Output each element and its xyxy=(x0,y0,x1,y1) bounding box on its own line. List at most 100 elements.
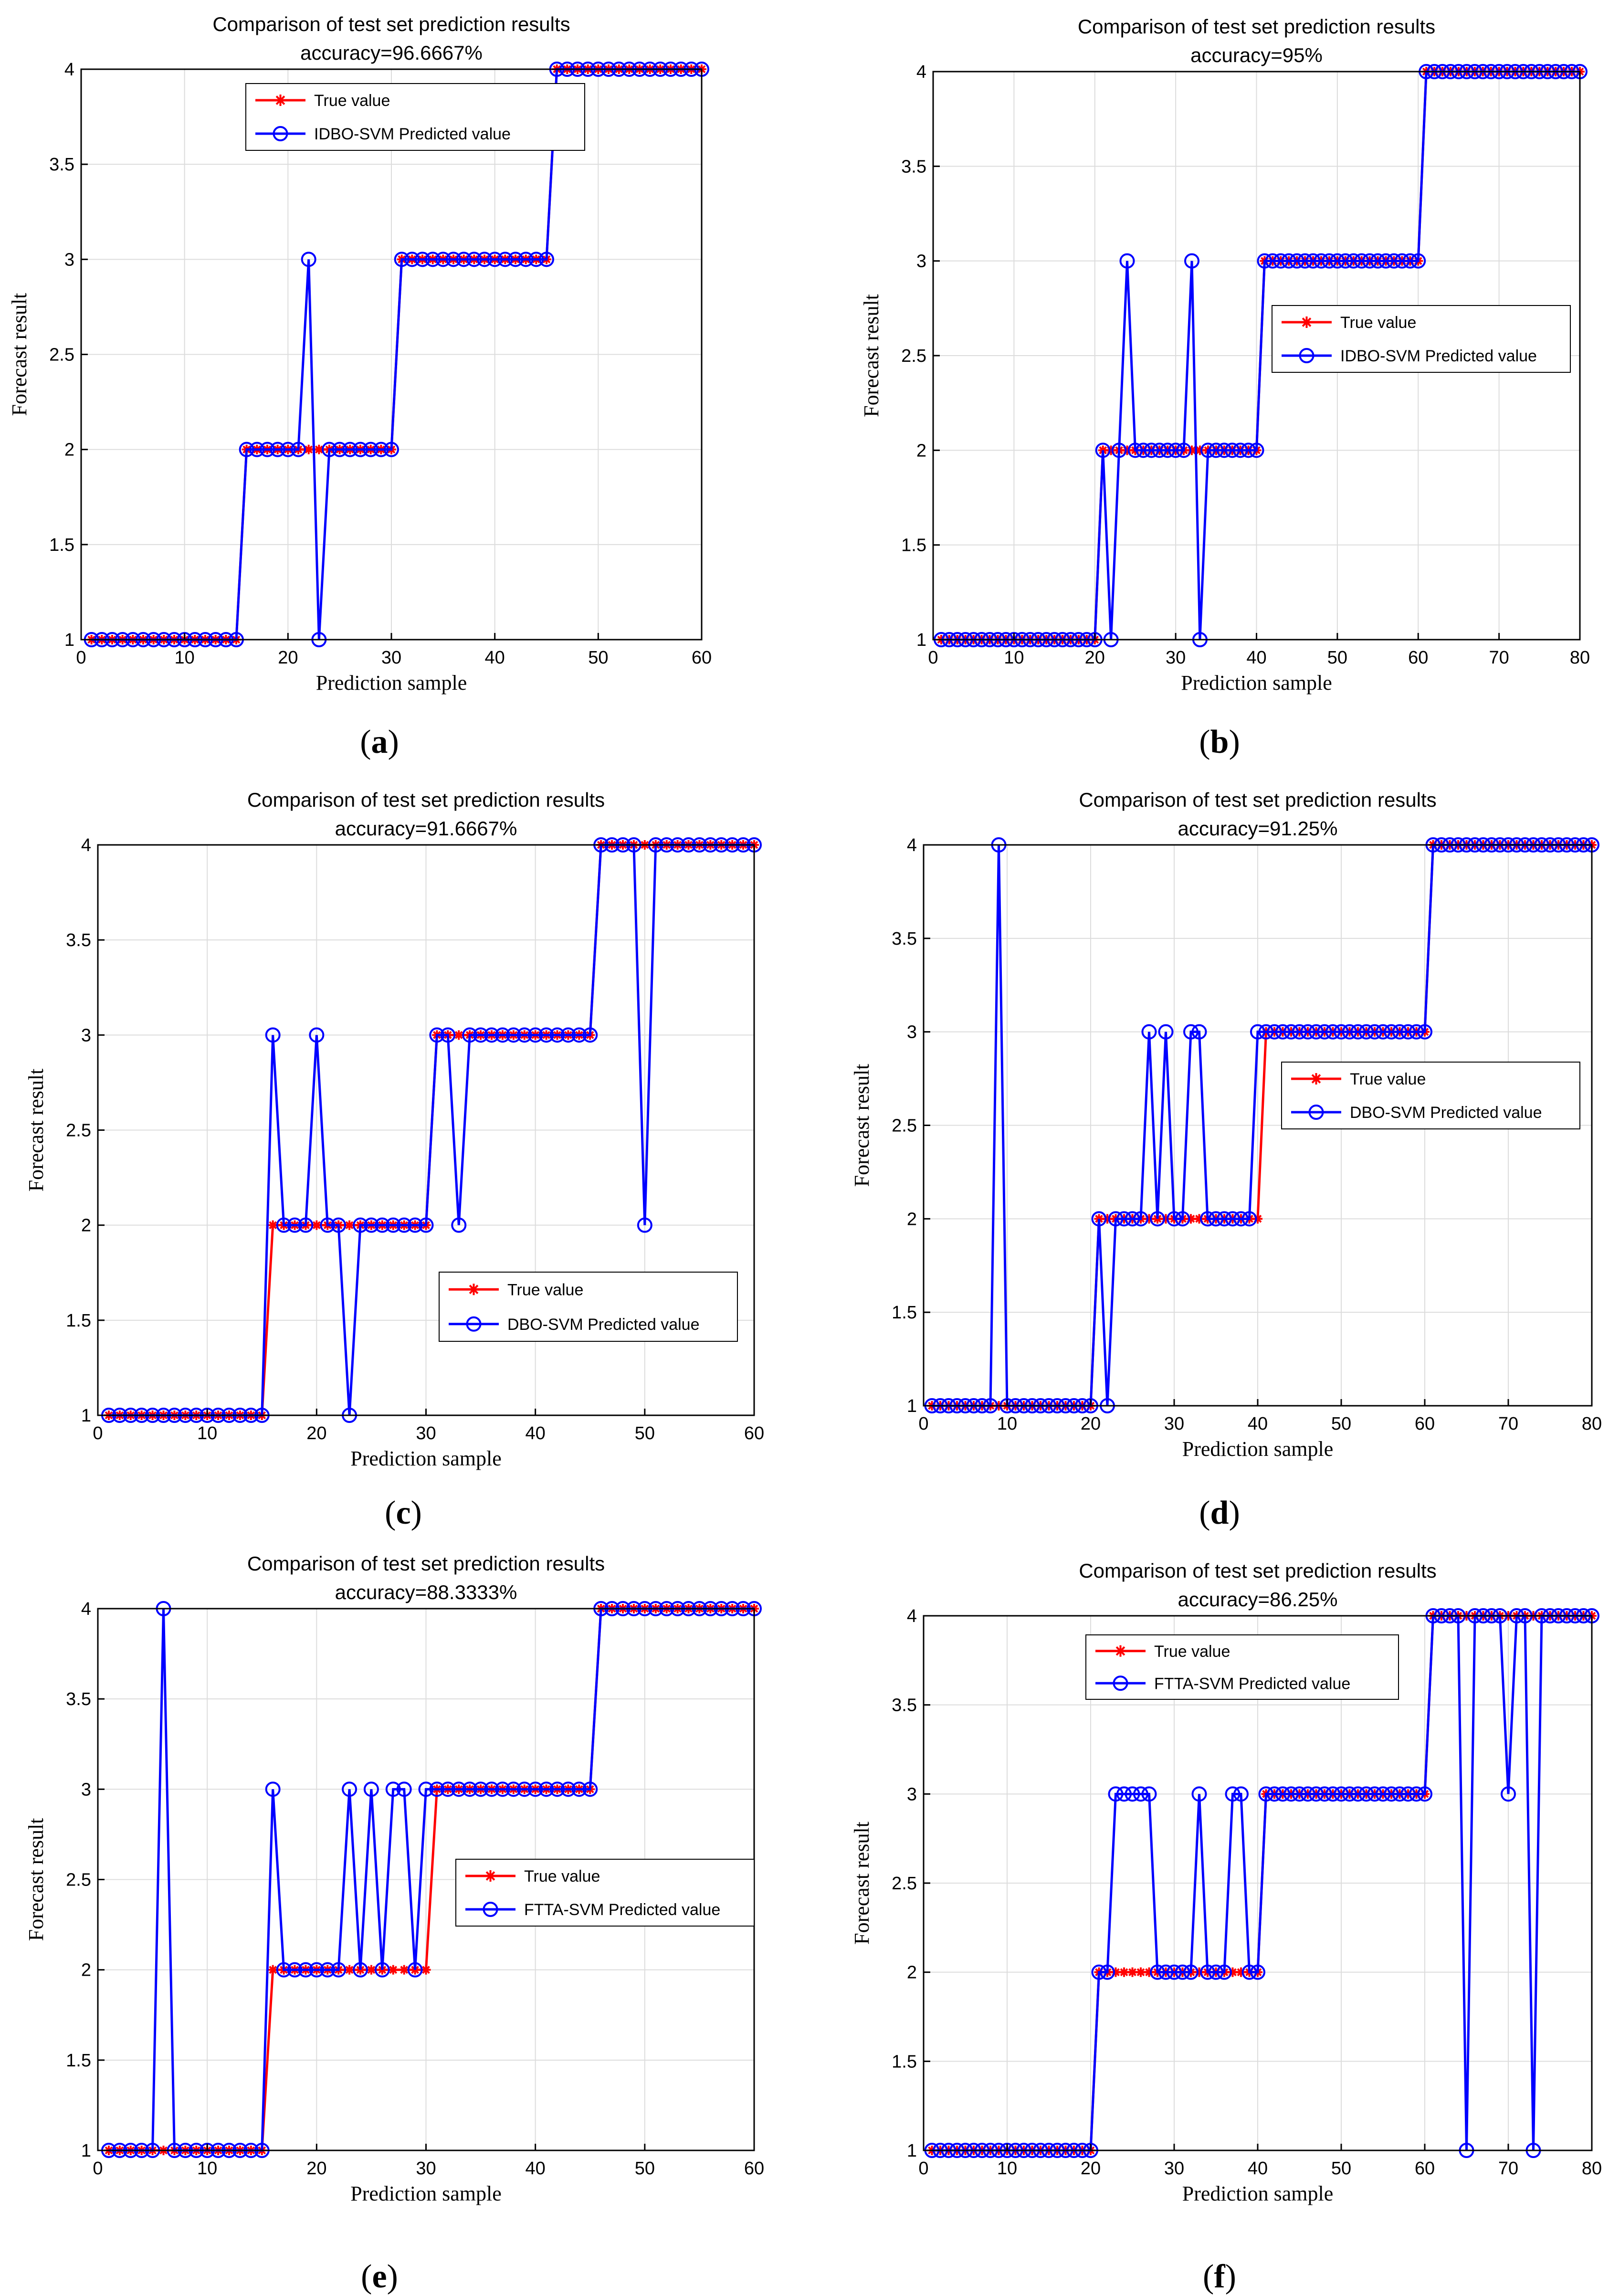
predicted-value-point xyxy=(394,252,410,267)
x-tick-label: 0 xyxy=(928,648,938,668)
legend: True value IDBO-SVM Predicted value xyxy=(245,83,585,151)
predicted-value-point xyxy=(1200,1211,1215,1227)
predicted-value-point xyxy=(287,1962,303,1978)
y-tick-label: 1 xyxy=(64,630,74,650)
x-axis-label: Prediction sample xyxy=(1182,1437,1334,1461)
true-value-point xyxy=(1136,1967,1146,1977)
y-tick-label: 2.5 xyxy=(49,345,74,365)
predicted-value-point xyxy=(1325,1024,1341,1040)
y-axis-label: Forecast result xyxy=(860,294,883,417)
y-tick-label: 1.5 xyxy=(892,2052,917,2072)
x-tick-label: 10 xyxy=(1004,648,1024,668)
predicted-value-point xyxy=(1334,1024,1349,1040)
legend-box xyxy=(1281,1062,1580,1129)
chart-title: Comparison of test set prediction result… xyxy=(1079,789,1436,811)
true-value-point xyxy=(1103,1214,1112,1224)
y-tick-label: 2 xyxy=(907,1963,917,1983)
legend-item-predicted: IDBO-SVM Predicted value xyxy=(1282,347,1537,365)
y-tick-label: 3 xyxy=(64,250,74,270)
legend-box xyxy=(455,1859,755,1927)
predicted-value-point xyxy=(1208,1964,1224,1980)
chart-subtitle: accuracy=96.6667% xyxy=(300,42,483,64)
predicted-value-point xyxy=(1317,1786,1332,1802)
predicted-value-point xyxy=(451,1217,467,1233)
y-tick-labels: 1 1.5 2 2.5 3 3.5 4 xyxy=(892,835,930,1416)
x-axis-label: Prediction sample xyxy=(1182,2182,1334,2205)
predicted-value-point xyxy=(571,1781,587,1797)
x-tick-labels: 0 10 20 30 40 50 60 xyxy=(93,1409,764,1443)
y-tick-label: 2 xyxy=(81,1216,91,1236)
predicted-value-point xyxy=(353,442,368,457)
chart-svg: Comparison of test set prediction result… xyxy=(860,15,1590,695)
predicted-value-point xyxy=(260,442,275,457)
predicted-value-point xyxy=(1342,1024,1357,1040)
x-tick-label: 30 xyxy=(1166,648,1186,668)
predicted-value-point xyxy=(477,252,492,267)
predicted-value-point xyxy=(1108,1211,1124,1227)
predicted-value-point xyxy=(1378,253,1394,269)
legend-label: DBO-SVM Predicted value xyxy=(1350,1104,1542,1122)
legend-box xyxy=(1272,305,1571,373)
y-tick-label: 1 xyxy=(81,1406,91,1426)
predicted-value-point xyxy=(1111,442,1127,458)
true-value-point xyxy=(421,1965,431,1975)
legend-label: FTTA-SVM Predicted value xyxy=(1154,1675,1350,1693)
x-axis-label: Prediction sample xyxy=(1181,671,1332,695)
caption-c: (c) xyxy=(385,1495,422,1531)
predicted-value-point xyxy=(1167,1964,1182,1980)
y-tick-label: 1.5 xyxy=(49,535,74,555)
predicted-value-point xyxy=(1358,1024,1374,1040)
predicted-value-point xyxy=(1386,253,1402,269)
predicted-value-point xyxy=(353,1217,368,1233)
x-tick-label: 20 xyxy=(306,1423,326,1443)
legend-item-true: True value xyxy=(449,1281,583,1299)
x-tick-label: 10 xyxy=(997,1414,1017,1434)
true-value-point xyxy=(345,1965,355,1975)
y-tick-label: 3.5 xyxy=(49,155,74,175)
y-tick-label: 2 xyxy=(907,1209,917,1229)
x-tick-label: 50 xyxy=(1327,648,1347,668)
legend-label: True value xyxy=(1350,1070,1426,1088)
predicted-value-point xyxy=(473,1027,489,1043)
predicted-value-point xyxy=(1217,1964,1232,1980)
caption-d: (d) xyxy=(1199,1495,1240,1531)
predicted-value-point xyxy=(1108,1786,1124,1802)
predicted-value-point xyxy=(309,1962,325,1978)
predicted-value-point xyxy=(456,252,472,267)
x-tick-label: 20 xyxy=(1085,648,1105,668)
chart-title: Comparison of test set prediction result… xyxy=(1079,1559,1436,1582)
predicted-value-point xyxy=(1362,253,1378,269)
true-value-point xyxy=(1111,1967,1121,1977)
x-tick-label: 40 xyxy=(1248,1414,1268,1434)
predicted-value-point xyxy=(1200,442,1216,458)
predicted-value-point xyxy=(462,1781,478,1797)
predicted-value-point xyxy=(1168,442,1184,458)
y-tick-labels: 1 1.5 2 2.5 3 3.5 4 xyxy=(49,60,88,650)
predicted-value-point xyxy=(527,1781,543,1797)
legend-circle-marker xyxy=(1308,1105,1324,1120)
predicted-value-point xyxy=(1125,1786,1140,1802)
predicted-value-point xyxy=(320,1217,336,1233)
predicted-value-point xyxy=(505,1027,521,1043)
predicted-value-point xyxy=(516,1027,532,1043)
chart-panel-c: Comparison of test set prediction result… xyxy=(24,789,764,1470)
predicted-value-point xyxy=(1250,1024,1265,1040)
predicted-value-point xyxy=(1329,253,1345,269)
y-tick-label: 1 xyxy=(907,1396,917,1416)
x-tick-label: 20 xyxy=(306,2159,326,2179)
predicted-value-point xyxy=(239,442,254,457)
predicted-value-point xyxy=(1184,253,1199,269)
legend-item-predicted: DBO-SVM Predicted value xyxy=(1291,1104,1542,1122)
predicted-value-point xyxy=(1394,253,1410,269)
predicted-value-point xyxy=(407,1217,423,1233)
y-tick-label: 3 xyxy=(907,1784,917,1804)
predicted-value-point xyxy=(385,1217,401,1233)
legend-item-true: True value xyxy=(1291,1070,1426,1088)
y-tick-label: 4 xyxy=(81,1599,91,1619)
predicted-value-point xyxy=(1283,1024,1299,1040)
predicted-value-point xyxy=(1392,1786,1408,1802)
predicted-value-point xyxy=(1216,442,1232,458)
predicted-value-point xyxy=(1183,1024,1199,1040)
y-tick-label: 1.5 xyxy=(66,1311,91,1331)
